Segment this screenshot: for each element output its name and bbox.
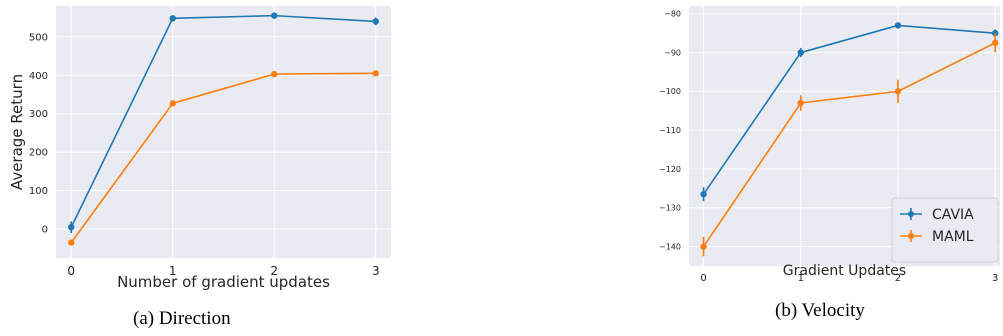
legend-swatch-marker — [908, 233, 914, 239]
x-axis-label: Number of gradient updates — [117, 273, 330, 291]
y-tick-label: −90 — [664, 48, 681, 57]
y-tick-label: 500 — [29, 32, 48, 43]
y-tick-label: 300 — [29, 109, 48, 120]
y-tick-label: −80 — [664, 10, 681, 19]
data-point — [894, 88, 902, 95]
y-tick-label: −100 — [659, 87, 681, 96]
data-point — [68, 224, 75, 231]
data-point — [797, 49, 804, 56]
legend-swatch-marker — [908, 211, 914, 217]
data-point — [169, 100, 176, 107]
data-point — [372, 70, 379, 77]
x-axis-label: Gradient Updates — [783, 263, 906, 279]
x-tick-label: 2 — [270, 264, 278, 278]
data-point — [700, 243, 707, 250]
data-point — [169, 15, 176, 22]
x-tick-label: 2 — [895, 273, 901, 284]
series-0 — [68, 12, 379, 233]
chart-direction: 0 100 200 300 400 500 0 1 2 3 Number of gradient u… — [8, 6, 391, 291]
data-point — [894, 22, 902, 29]
x-tick-label: 0 — [67, 264, 75, 278]
y-tick-label: 0 — [42, 225, 48, 236]
x-tick-label: 1 — [169, 264, 177, 278]
caption-velocity: (b) Velocity — [775, 300, 865, 321]
data-point — [271, 12, 278, 19]
data-point — [797, 99, 804, 107]
series-line — [702, 24, 996, 195]
legend-label: MAML — [932, 229, 974, 245]
y-tick-label: 200 — [29, 148, 48, 159]
series-maml — [700, 33, 999, 257]
legend-label: CAVIA — [932, 207, 974, 223]
x-tick-label: 3 — [372, 264, 380, 278]
y-axis-label: Average Return — [8, 74, 26, 190]
data-point — [372, 18, 379, 25]
data-point — [700, 191, 707, 198]
data-point — [271, 70, 278, 78]
x-tick-label: 0 — [700, 273, 706, 284]
series-line — [70, 14, 376, 228]
y-tick-label: −140 — [659, 242, 681, 251]
y-tick-label: −130 — [659, 204, 681, 213]
series-cavia — [700, 22, 999, 202]
y-tick-label: −110 — [659, 126, 681, 135]
series-line — [70, 72, 376, 244]
x-tick-label: 3 — [992, 273, 998, 284]
chart-velocity: −80 −90 −100 −110 −120 −130 −140 0 1 2 3 Gradient U… — [659, 6, 1000, 284]
y-tick-label: 100 — [29, 186, 48, 197]
series-line — [702, 42, 996, 248]
data-point — [68, 239, 75, 246]
data-point — [991, 39, 999, 47]
series-1 — [68, 70, 379, 246]
legend: CAVIA MAML — [891, 197, 999, 263]
x-tick-label: 1 — [798, 273, 804, 284]
y-tick-label: −120 — [659, 165, 681, 174]
caption-direction: (a) Direction — [133, 308, 231, 329]
plot-area — [56, 6, 391, 258]
y-tick-label: 400 — [29, 71, 48, 82]
